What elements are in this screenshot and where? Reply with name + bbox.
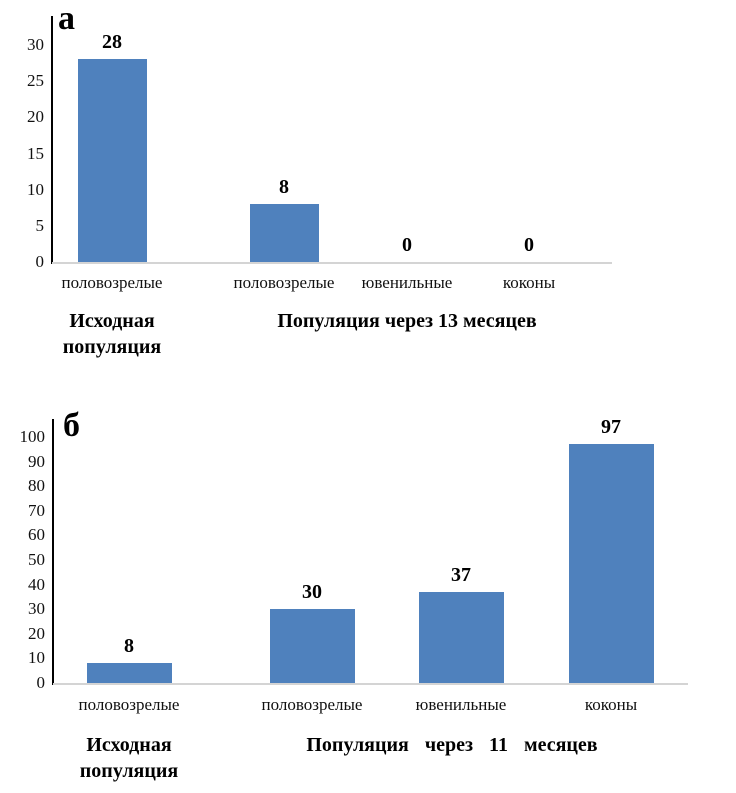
y-tick-label: 40 bbox=[28, 574, 45, 594]
y-tick-label: 100 bbox=[19, 427, 46, 446]
group-label: Исходная bbox=[69, 310, 155, 332]
category-label: ювенильные bbox=[415, 695, 507, 714]
y-axis-line bbox=[51, 16, 53, 264]
bar bbox=[269, 609, 355, 683]
y-tick-label: 15 bbox=[27, 143, 44, 163]
bar-value-label: 8 bbox=[279, 176, 289, 199]
y-tick-label: 10 bbox=[27, 179, 44, 199]
bar bbox=[249, 204, 319, 262]
y-tick-label: 30 bbox=[28, 599, 45, 619]
y-tick-label: 60 bbox=[28, 525, 45, 545]
panel-letter-a: а bbox=[58, 0, 75, 37]
category-label: половозрелые bbox=[61, 273, 163, 292]
category-label: половозрелые bbox=[261, 695, 363, 714]
y-tick-label: 25 bbox=[27, 71, 44, 91]
category-label: коконы bbox=[502, 273, 556, 292]
group-label: популяция bbox=[62, 336, 162, 358]
group-label: популяция bbox=[79, 760, 179, 782]
bar-value-label: 0 bbox=[524, 234, 534, 256]
category-label: ювенильные bbox=[361, 273, 453, 292]
panel-letter-b: б bbox=[63, 407, 80, 444]
group-label: Популяция через 11 месяцев bbox=[306, 734, 598, 756]
bar bbox=[86, 663, 172, 683]
bar-value-label: 8 bbox=[124, 635, 134, 658]
bar-value-label: 97 bbox=[601, 416, 621, 439]
bar-value-label: 30 bbox=[302, 581, 322, 604]
x-axis-line bbox=[52, 262, 612, 264]
x-axis-line bbox=[53, 683, 688, 685]
y-tick-label: 20 bbox=[27, 107, 44, 127]
category-label: коконы bbox=[584, 695, 638, 714]
category-label: половозрелые bbox=[78, 695, 180, 714]
bar bbox=[418, 591, 504, 683]
category-label: половозрелые bbox=[233, 273, 335, 292]
y-tick-label: 50 bbox=[28, 550, 45, 569]
y-tick-label: 0 bbox=[36, 673, 46, 692]
y-tick-label: 0 bbox=[35, 252, 45, 271]
y-tick-label: 20 bbox=[28, 623, 45, 643]
y-axis-line bbox=[52, 419, 54, 685]
group-label: Популяция через 13 месяцев bbox=[277, 310, 537, 332]
y-tick-label: 30 bbox=[27, 35, 44, 54]
bar bbox=[77, 59, 147, 262]
bar-value-label: 28 bbox=[102, 31, 122, 54]
bar bbox=[568, 444, 654, 683]
bar-value-label: 37 bbox=[451, 563, 471, 586]
y-tick-label: 70 bbox=[28, 500, 45, 520]
bar-value-label: 0 bbox=[402, 234, 412, 256]
y-tick-label: 5 bbox=[35, 215, 45, 235]
y-tick-label: 90 bbox=[28, 451, 45, 471]
group-label: Исходная bbox=[86, 734, 172, 756]
y-tick-label: 80 bbox=[28, 476, 45, 496]
y-tick-label: 10 bbox=[28, 648, 45, 668]
